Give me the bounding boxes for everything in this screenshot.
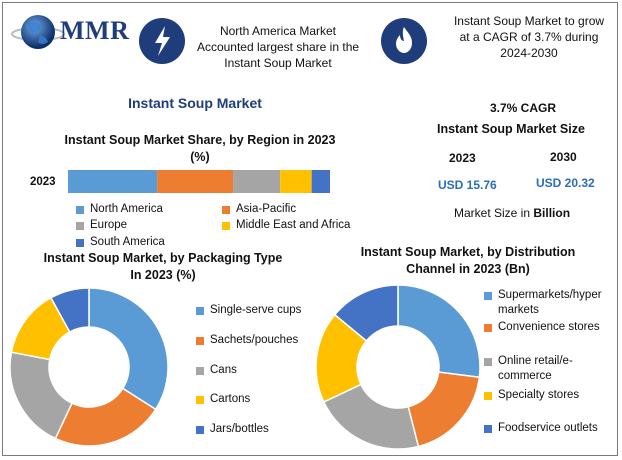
legend-item-convenience-stores: Convenience stores (484, 320, 614, 335)
packaging-slice-jars-bottles (49, 287, 90, 333)
legend-item-sachets-pouches: Sachets/pouches (196, 333, 298, 348)
market-size-note: Market Size in Billion (454, 206, 570, 221)
legend-swatch (484, 358, 492, 366)
note-unit: Billion (533, 206, 571, 220)
legend-swatch (484, 324, 492, 332)
headline-north-america: North America Market Accounted largest s… (196, 24, 360, 70)
note-prefix: Market Size in (454, 206, 531, 220)
legend-label: South America (90, 236, 165, 248)
legend-swatch (196, 426, 204, 434)
legend-label: Europe (90, 219, 128, 231)
legend-label: Jars/bottles (210, 423, 269, 435)
legend-swatch (484, 292, 492, 300)
legend-item-foodservice-outlets: Foodservice outlets (484, 421, 614, 436)
legend-label: Foodservice outlets (498, 422, 598, 434)
legend-label: North America (90, 203, 163, 215)
bar-segment-asia-pacific (157, 170, 234, 193)
legend-item-cartons: Cartons (196, 392, 250, 407)
legend-label: Specialty stores (498, 389, 580, 401)
legend-item-south-america: South America (76, 235, 165, 250)
market-size-title: Instant Soup Market Size (437, 122, 585, 136)
globe-icon (11, 15, 65, 49)
legend-label: Cans (210, 364, 237, 376)
cagr-label: 3.7% CAGR (490, 101, 557, 115)
legend-swatch (76, 222, 84, 230)
flame-icon (381, 18, 427, 64)
bar-segment-europe (233, 170, 281, 193)
packaging-slice-sachets-pouches (54, 387, 157, 447)
legend-swatch (196, 367, 204, 375)
legend-swatch (76, 239, 84, 247)
value-2030: USD 20.32 (536, 176, 595, 190)
legend-item-single-serve-cups: Single-serve cups (196, 303, 301, 318)
legend-item-jars-bottles: Jars/bottles (196, 422, 269, 437)
bar-segment-north-america (68, 170, 158, 193)
distribution-slice-supermarkets-hyper-markets (397, 284, 481, 379)
legend-swatch (222, 222, 230, 230)
legend-label: Supermarkets/hyper markets (498, 289, 602, 316)
legend-item-online-retail: Online retail/e-commerce (484, 354, 594, 384)
legend-label: Sachets/pouches (210, 334, 299, 346)
legend-label: Middle East and Africa (236, 219, 351, 231)
legend-label: Cartons (210, 393, 251, 405)
legend-swatch (196, 307, 204, 315)
year-2023: 2023 (449, 151, 476, 165)
region-chart-title: Instant Soup Market Share, by Region in … (64, 133, 336, 164)
headline-cagr: Instant Soup Market to grow at a CAGR of… (453, 14, 605, 60)
distribution-slice-convenience-stores (407, 371, 481, 448)
value-2023: USD 15.76 (438, 178, 497, 192)
legend-label: Convenience stores (498, 321, 600, 333)
mmr-logo (10, 10, 126, 58)
legend-item-supermarkets: Supermarkets/hyper markets (484, 288, 614, 318)
bar-segment-south-america (311, 170, 330, 193)
legend-label: Asia-Pacific (236, 203, 297, 215)
legend-swatch (222, 206, 230, 214)
legend-item-specialty-stores: Specialty stores (484, 388, 614, 403)
logo-text: MMR (60, 16, 130, 45)
region-bar-category-label: 2023 (30, 176, 56, 188)
legend-label: Single-serve cups (210, 304, 302, 316)
packaging-chart-title: Instant Soup Market, by Packaging Type I… (43, 251, 283, 282)
legend-item-asia-pacific: Asia-Pacific (222, 202, 296, 217)
legend-swatch (484, 392, 492, 400)
distribution-slice-online-retail-e-commerce (322, 383, 420, 450)
legend-label: Online retail/e-commerce (498, 355, 573, 382)
legend-swatch (196, 396, 204, 404)
infographic-frame (2, 2, 618, 456)
main-title: Instant Soup Market (128, 95, 262, 111)
year-2030: 2030 (550, 150, 577, 164)
legend-swatch (484, 425, 492, 433)
packaging-slice-single-serve-cups (88, 287, 169, 411)
legend-item-europe: Europe (76, 218, 127, 233)
lightning-bolt-icon (139, 18, 185, 64)
legend-item-cans: Cans (196, 363, 237, 378)
legend-swatch (76, 206, 84, 214)
distribution-slice-foodservice-outlets (333, 284, 399, 342)
bar-segment-middle-east-and-africa (280, 170, 312, 193)
legend-item-north-america: North America (76, 202, 163, 217)
legend-swatch (196, 337, 204, 345)
legend-item-middle-east-africa: Middle East and Africa (222, 218, 350, 233)
distribution-chart-title: Instant Soup Market, by Distribution Cha… (360, 245, 576, 276)
